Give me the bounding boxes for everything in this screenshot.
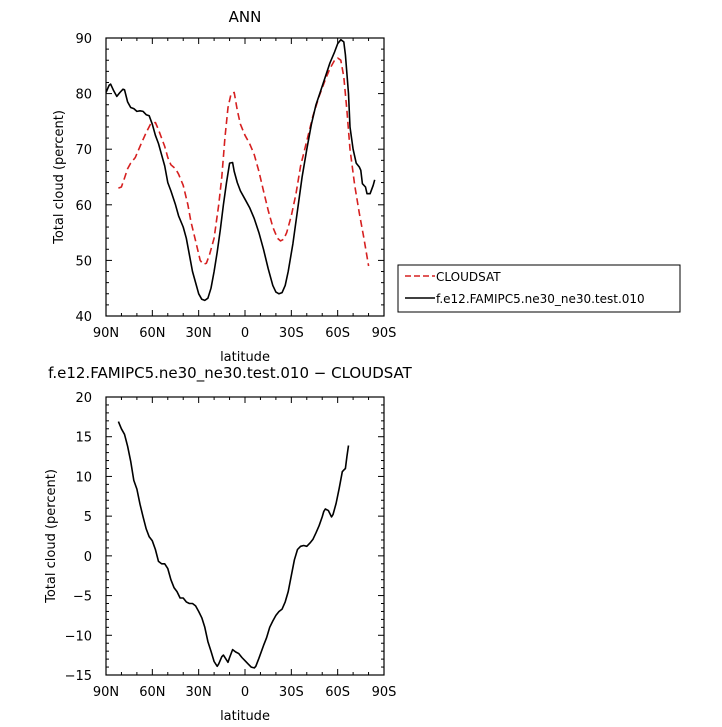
top-y-tick-label: 70 [75, 143, 92, 158]
bottom-y-tick-label: 15 [75, 431, 92, 446]
top-x-tick-label: 90N [93, 326, 119, 341]
bottom-y-tick-label: 5 [84, 510, 92, 525]
top-x-ticks: 90N 60N 30N 0 30S 60S 90S [93, 38, 397, 341]
top-y-tick-label: 60 [75, 199, 92, 214]
top-plot-frame [105, 37, 385, 317]
top-series-line-0 [118, 57, 370, 267]
bottom-series-line-0 [117, 421, 350, 669]
top-x-tick-label: 60N [139, 326, 165, 341]
bottom-plot-marks [117, 421, 350, 669]
top-plot-marks [105, 38, 376, 302]
bottom-x-tick-label: 60N [139, 685, 165, 700]
top-y-ticks: 40 50 60 70 80 90 [75, 32, 384, 325]
top-x-tick-label: 30N [186, 326, 212, 341]
legend-box [397, 264, 681, 313]
bottom-y-ticks: −15 −10 −5 0 5 10 15 20 [65, 391, 384, 684]
bottom-chart-title: f.e12.FAMIPC5.ne30_ne30.test.010 − CLOUD… [48, 364, 412, 383]
bottom-y-tick-label: −5 [73, 590, 92, 605]
top-chart-title: ANN [229, 8, 262, 26]
top-x-tick-label: 0 [241, 326, 249, 341]
top-y-tick-label: 40 [75, 310, 92, 325]
bottom-y-tick-label: 10 [75, 470, 92, 485]
bottom-y-tick-label: 0 [84, 550, 92, 565]
bottom-x-ticks: 90N 60N 30N 0 30S 60S 90S [93, 397, 397, 700]
top-y-tick-label: 50 [75, 254, 92, 269]
bottom-y-tick-label: 20 [75, 391, 92, 406]
bottom-x-tick-label: 60S [325, 685, 350, 700]
bottom-panel: f.e12.FAMIPC5.ne30_ne30.test.010 − CLOUD… [44, 364, 413, 724]
top-panel: ANN 90N 60N 30N 0 30S 60S 90S 40 50 60 70 80 90 lat… [52, 8, 681, 365]
top-series-line-1 [105, 38, 376, 302]
top-x-tick-label: 90S [372, 326, 397, 341]
bottom-x-tick-label: 30N [186, 685, 212, 700]
legend: CLOUDSAT f.e12.FAMIPC5.ne30_ne30.test.01… [397, 264, 681, 313]
bottom-x-tick-label: 0 [241, 685, 249, 700]
top-x-tick-label: 60S [325, 326, 350, 341]
top-x-axis-label: latitude [220, 350, 270, 365]
bottom-x-tick-label: 90S [372, 685, 397, 700]
bottom-y-tick-label: −15 [65, 669, 92, 684]
top-y-tick-label: 90 [75, 32, 92, 47]
bottom-x-tick-label: 90N [93, 685, 119, 700]
top-y-axis-label: Total cloud (percent) [52, 110, 67, 245]
legend-label-model: f.e12.FAMIPC5.ne30_ne30.test.010 [436, 292, 645, 306]
top-y-tick-label: 80 [75, 88, 92, 103]
top-x-tick-label: 30S [279, 326, 304, 341]
bottom-y-tick-label: −10 [65, 629, 92, 644]
bottom-x-tick-label: 30S [279, 685, 304, 700]
bottom-x-axis-label: latitude [220, 709, 270, 724]
legend-label-cloudsat: CLOUDSAT [436, 270, 501, 284]
bottom-plot-frame [105, 396, 385, 676]
bottom-y-axis-label: Total cloud (percent) [44, 469, 59, 604]
